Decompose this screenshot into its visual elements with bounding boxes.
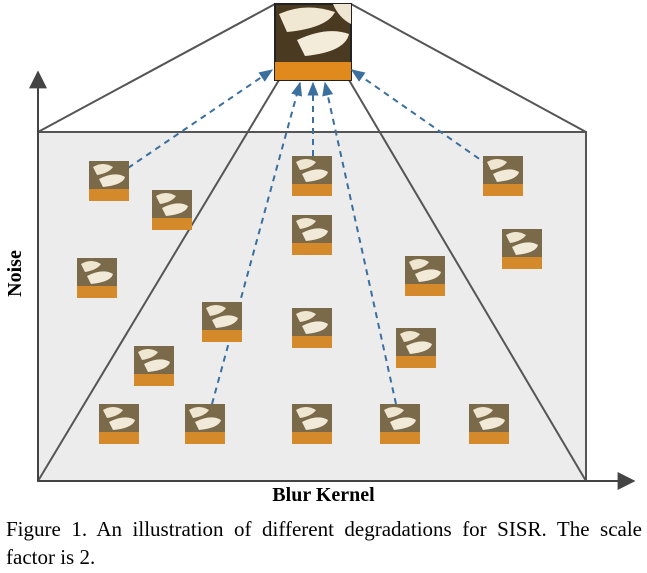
lr-patch [185,404,225,444]
x-axis-label: Blur Kernel [272,484,375,506]
lr-patch [483,156,523,196]
lr-patch [292,404,332,444]
lr-patch [292,308,332,348]
lr-patch [77,258,117,298]
lr-patch [134,346,174,386]
lr-patch [292,156,332,196]
figure-caption: Figure 1. An illustration of different d… [6,517,642,569]
lr-patch [405,256,445,296]
pyramid-lines [37,3,587,482]
degradation-arrows [127,69,489,405]
lr-patch [396,328,436,368]
lr-patch [202,302,242,342]
degradation-figure [29,3,636,490]
lr-patch [89,161,129,201]
y-axis-label-wrap: Noise [4,240,44,310]
lr-patch [502,229,542,269]
lr-patch [469,404,509,444]
y-axis-label: Noise [3,250,26,297]
hr-patch [274,3,352,81]
lr-patch [292,215,332,255]
lr-patch [152,190,192,230]
lr-patch [380,404,420,444]
lr-patch [99,404,139,444]
